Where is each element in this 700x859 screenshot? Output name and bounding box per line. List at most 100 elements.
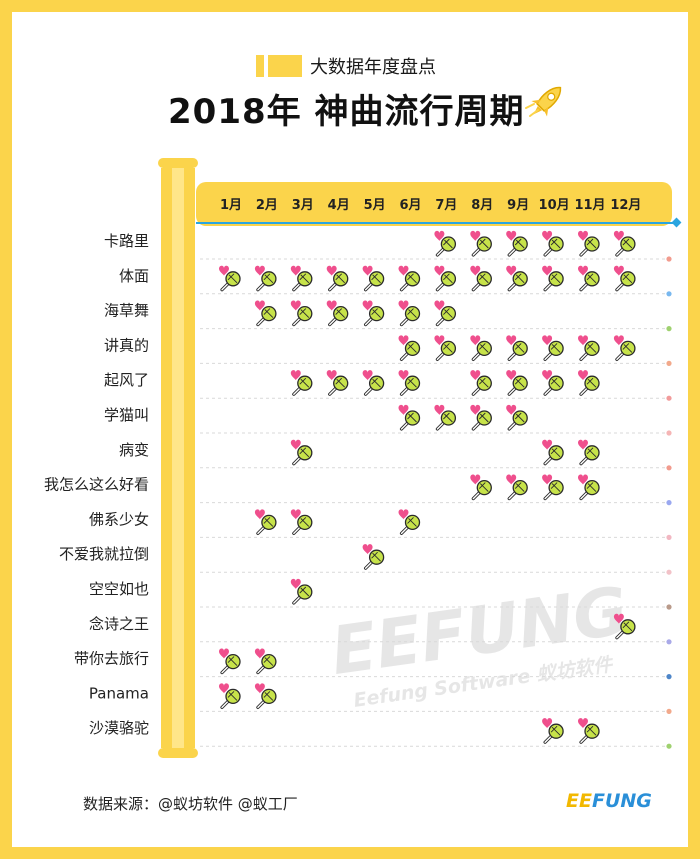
month-label: 4月 — [328, 198, 350, 213]
song-label: 我怎么这么好看 — [44, 476, 149, 494]
heart-microphone-icon — [504, 403, 529, 431]
song-label: 海草舞 — [104, 302, 149, 320]
heart-microphone-icon — [504, 229, 529, 257]
rocket-icon — [525, 86, 562, 117]
month-labels: 1月 2月 3月 4月 5月 6月 7月 8月 9月 10月 11月 12月 — [220, 198, 641, 213]
month-label: 6月 — [399, 198, 421, 213]
heart-microphone-icon — [468, 472, 493, 501]
song-label: 学猫叫 — [104, 406, 149, 424]
heart-microphone-icon — [576, 472, 601, 501]
subtitle-block: 大数据年度盘点 — [256, 53, 436, 79]
heart-microphone-icon — [540, 472, 565, 501]
month-label: 12月 — [610, 198, 641, 213]
heart-microphone-icon — [289, 298, 314, 327]
heart-microphone-icon — [361, 298, 386, 327]
heart-microphone-icon — [432, 229, 457, 257]
month-label: 8月 — [471, 198, 493, 213]
row-end-dot — [666, 395, 672, 401]
row-end-dot — [666, 360, 672, 366]
heart-microphone-icon — [540, 229, 565, 257]
heart-microphone-icon — [361, 542, 386, 570]
timeline-bar — [158, 158, 198, 758]
row-end-dot — [666, 604, 672, 610]
month-label: 7月 — [435, 198, 457, 213]
song-labels: 卡路里体面海草舞讲真的起风了学猫叫病变我怎么这么好看佛系少女不爱我就拉倒空空如也… — [44, 232, 149, 737]
data-source: 数据来源：@蚁坊软件 @蚁工厂 — [83, 795, 298, 813]
song-label: 卡路里 — [104, 232, 149, 250]
heart-microphone-icon — [576, 229, 601, 257]
heart-microphone-icon — [289, 368, 314, 396]
heart-microphone-icon — [325, 264, 350, 292]
heart-microphone-icon — [217, 264, 242, 292]
heart-microphone-icon — [540, 368, 565, 396]
song-label: 体面 — [119, 267, 149, 285]
subtitle-accent-bar — [268, 55, 302, 77]
month-header-band — [196, 182, 672, 226]
heart-microphone-icon — [217, 646, 242, 675]
heart-microphone-icon — [432, 403, 457, 431]
heart-microphone-icon — [289, 264, 314, 292]
song-label: 不爱我就拉倒 — [59, 545, 149, 563]
heart-microphone-icon — [504, 472, 529, 501]
heart-microphone-icon — [396, 333, 422, 361]
month-label: 9月 — [507, 198, 529, 213]
heart-microphone-icon — [468, 403, 493, 431]
song-label: 沙漠骆驼 — [89, 719, 149, 737]
heart-microphone-icon — [432, 264, 457, 292]
row-end-dot — [666, 430, 672, 436]
heart-microphone-icon — [468, 368, 493, 396]
row-end-dot — [666, 500, 672, 506]
heart-microphone-icon — [217, 681, 242, 710]
brand-logo: EEFUNG — [566, 790, 652, 812]
heart-microphone-icon — [253, 298, 278, 327]
song-label: 佛系少女 — [89, 510, 149, 528]
song-label: Panama — [89, 684, 149, 702]
heart-microphone-icon — [253, 646, 278, 675]
heart-microphone-icon — [396, 403, 422, 431]
heart-microphone-icon — [468, 264, 493, 292]
heart-microphone-icon — [576, 438, 601, 466]
heart-microphone-icon — [576, 368, 601, 396]
row-gridlines — [200, 256, 672, 749]
axis-end-marker — [671, 217, 682, 228]
song-label: 空空如也 — [89, 580, 149, 598]
row-end-dot — [666, 743, 672, 749]
heart-microphone-icon — [576, 264, 601, 292]
month-label: 2月 — [256, 198, 278, 213]
song-label: 带你去旅行 — [74, 650, 149, 668]
row-end-dot — [666, 639, 672, 645]
heart-microphone-icon — [540, 264, 565, 292]
heart-microphone-icon — [396, 264, 422, 292]
heart-microphone-icon — [361, 264, 386, 292]
brand-logo-left: EE — [566, 790, 592, 812]
heart-microphone-icon — [576, 333, 601, 361]
heart-microphone-icon — [504, 264, 529, 292]
month-label: 1月 — [220, 198, 242, 213]
month-label: 11月 — [574, 198, 605, 213]
row-end-dot — [666, 256, 672, 262]
row-end-dot — [666, 465, 672, 471]
heart-microphone-icon — [253, 681, 278, 710]
song-label: 病变 — [119, 441, 149, 459]
song-label: 起风了 — [104, 371, 149, 389]
heart-microphone-icon — [396, 507, 422, 536]
heart-microphone-icon — [540, 333, 565, 361]
heart-microphone-icon — [612, 333, 637, 361]
brand-logo-right: FUNG — [591, 790, 652, 812]
heart-microphone-icon — [504, 368, 529, 396]
month-label: 3月 — [292, 198, 314, 213]
heart-microphone-icon — [253, 264, 278, 292]
heart-microphone-icon — [325, 368, 350, 396]
song-label: 讲真的 — [104, 336, 149, 354]
row-end-dot — [666, 326, 672, 332]
heart-microphone-icon — [432, 333, 457, 361]
subtitle: 大数据年度盘点 — [310, 57, 436, 78]
heart-microphone-icon — [540, 438, 565, 466]
heart-microphone-icon — [540, 716, 565, 744]
heart-microphone-icon — [576, 716, 601, 744]
heart-microphone-icon — [289, 577, 314, 605]
heart-microphone-icon — [432, 298, 457, 327]
heart-microphone-icon — [468, 229, 493, 257]
heart-microphone-icon — [289, 507, 314, 536]
